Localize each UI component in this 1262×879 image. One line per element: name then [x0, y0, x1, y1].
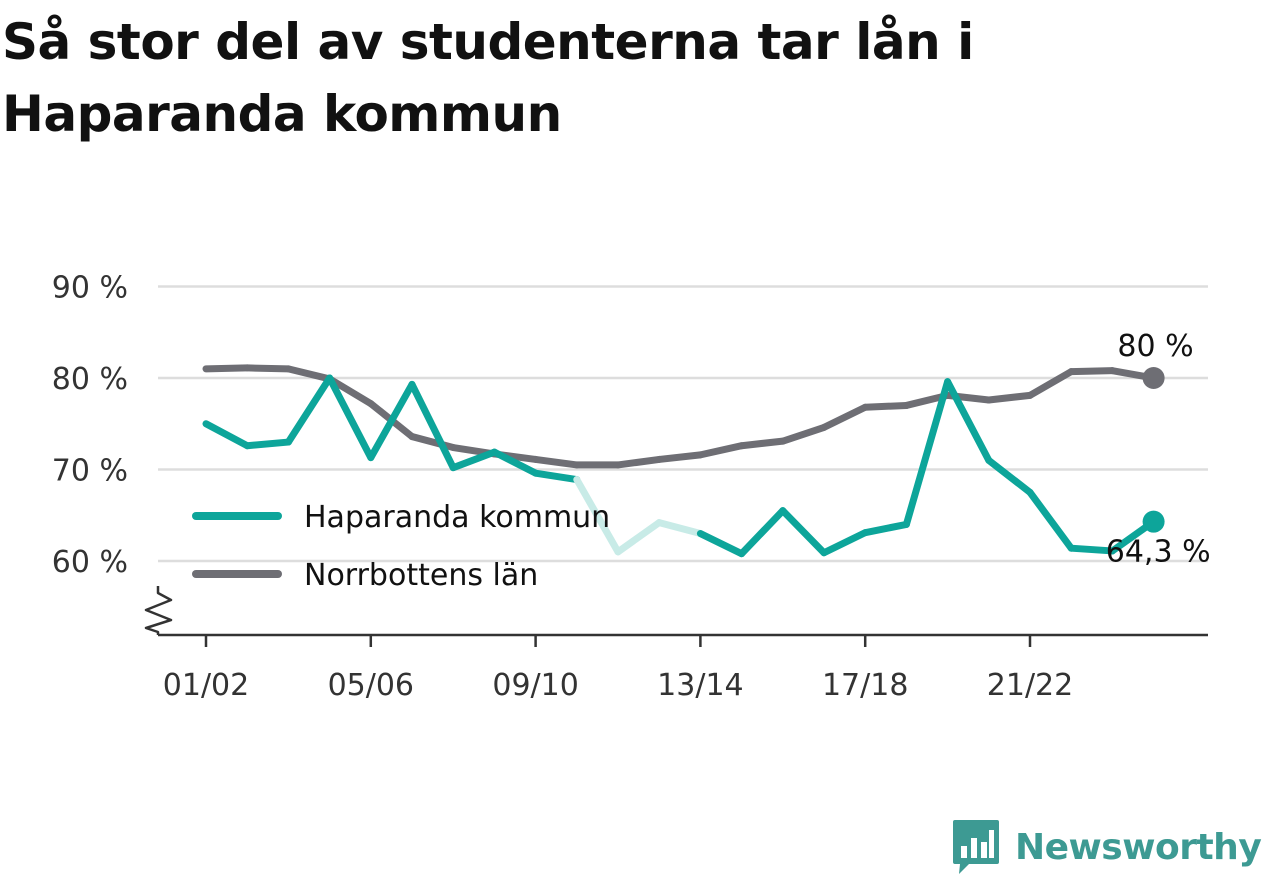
- line-segment-norrbotten-11: [655, 451, 704, 463]
- line-segment-haparanda-9: [573, 476, 622, 556]
- end-marker-haparanda: [1142, 510, 1165, 533]
- line-segment-haparanda-7: [490, 448, 540, 477]
- logo-text: Newsworthy: [1015, 826, 1262, 868]
- end-label-norrbotten: 80 %: [1117, 329, 1193, 364]
- end-marker-norrbotten: [1142, 367, 1165, 389]
- line-segment-norrbotten-19: [985, 391, 1034, 404]
- series-end-markers: 80 % 64,3 %: [1106, 329, 1211, 570]
- bar-chart-badge-icon: [953, 820, 999, 874]
- line-segment-norrbotten-15: [820, 403, 869, 431]
- x-tick-label-17-18: 17/18: [822, 668, 908, 703]
- x-tick-label-05-06: 05/06: [328, 668, 414, 703]
- series-lines: [202, 364, 1158, 558]
- line-segment-norrbotten-2: [284, 365, 334, 383]
- line-segment-haparanda-16: [861, 520, 910, 537]
- line-segment-norrbotten-3: [326, 375, 375, 408]
- line-segment-haparanda-11: [655, 519, 704, 538]
- y-axis-tick-labels: 60 % 70 % 80 % 90 %: [52, 271, 128, 581]
- line-segment-haparanda-13: [738, 507, 787, 558]
- line-segment-norrbotten-5: [408, 433, 457, 452]
- x-tick-label-13-14: 13/14: [657, 668, 743, 703]
- axis-break-symbol: [144, 586, 173, 635]
- line-segment-haparanda-8: [532, 469, 581, 484]
- line-segment-haparanda-17: [902, 378, 952, 528]
- line-segment-haparanda-4: [367, 380, 416, 462]
- legend-label-haparanda: Haparanda kommun: [304, 500, 610, 535]
- line-segment-haparanda-1: [243, 438, 292, 450]
- y-tick-label-80: 80 %: [52, 362, 128, 397]
- line-segment-haparanda-5: [408, 380, 457, 472]
- line-segment-haparanda-0: [202, 420, 251, 450]
- line-segment-norrbotten-21: [1067, 367, 1116, 376]
- legend-label-norrbotten: Norrbottens län: [304, 558, 538, 593]
- line-segment-haparanda-2: [284, 374, 334, 446]
- legend: Haparanda kommun Norrbottens län: [192, 500, 610, 593]
- line-segment-haparanda-21: [1067, 544, 1116, 555]
- line-segment-haparanda-3: [326, 374, 375, 462]
- x-tick-label-01-02: 01/02: [163, 668, 249, 703]
- line-segment-haparanda-14: [779, 507, 828, 557]
- y-tick-label-90: 90 %: [52, 271, 128, 306]
- line-segment-norrbotten-8: [532, 455, 581, 469]
- line-segment-norrbotten-16: [861, 401, 910, 411]
- line-segment-haparanda-15: [820, 529, 869, 557]
- y-tick-label-60: 60 %: [52, 545, 128, 580]
- line-segment-haparanda-6: [449, 448, 498, 472]
- line-segment-norrbotten-10: [614, 455, 663, 469]
- line-segment-haparanda-20: [1026, 488, 1075, 552]
- newsworthy-logo: Newsworthy: [951, 818, 1262, 876]
- line-segment-norrbotten-20: [1026, 368, 1075, 399]
- line-segment-haparanda-19: [985, 456, 1034, 496]
- line-segment-haparanda-18: [944, 378, 993, 464]
- line-segment-norrbotten-14: [779, 423, 828, 445]
- line-segment-haparanda-10: [614, 519, 663, 556]
- line-segment-haparanda-12: [696, 530, 746, 558]
- x-tick-label-09-10: 09/10: [492, 668, 578, 703]
- grid-lines: [158, 285, 1208, 563]
- line-segment-norrbotten-1: [243, 364, 292, 373]
- end-label-haparanda: 64,3 %: [1106, 535, 1211, 570]
- x-axis: 01/02 05/06 09/10 13/14 17/18 21/22: [144, 586, 1208, 703]
- x-tick-label-21-22: 21/22: [987, 668, 1073, 703]
- line-segment-norrbotten-12: [696, 442, 746, 459]
- line-segment-norrbotten-0: [202, 364, 251, 373]
- y-tick-label-70: 70 %: [52, 454, 128, 489]
- chart-title: Så stor del av studenterna tar lån i Hap…: [2, 13, 974, 143]
- line-segment-norrbotten-13: [738, 437, 787, 450]
